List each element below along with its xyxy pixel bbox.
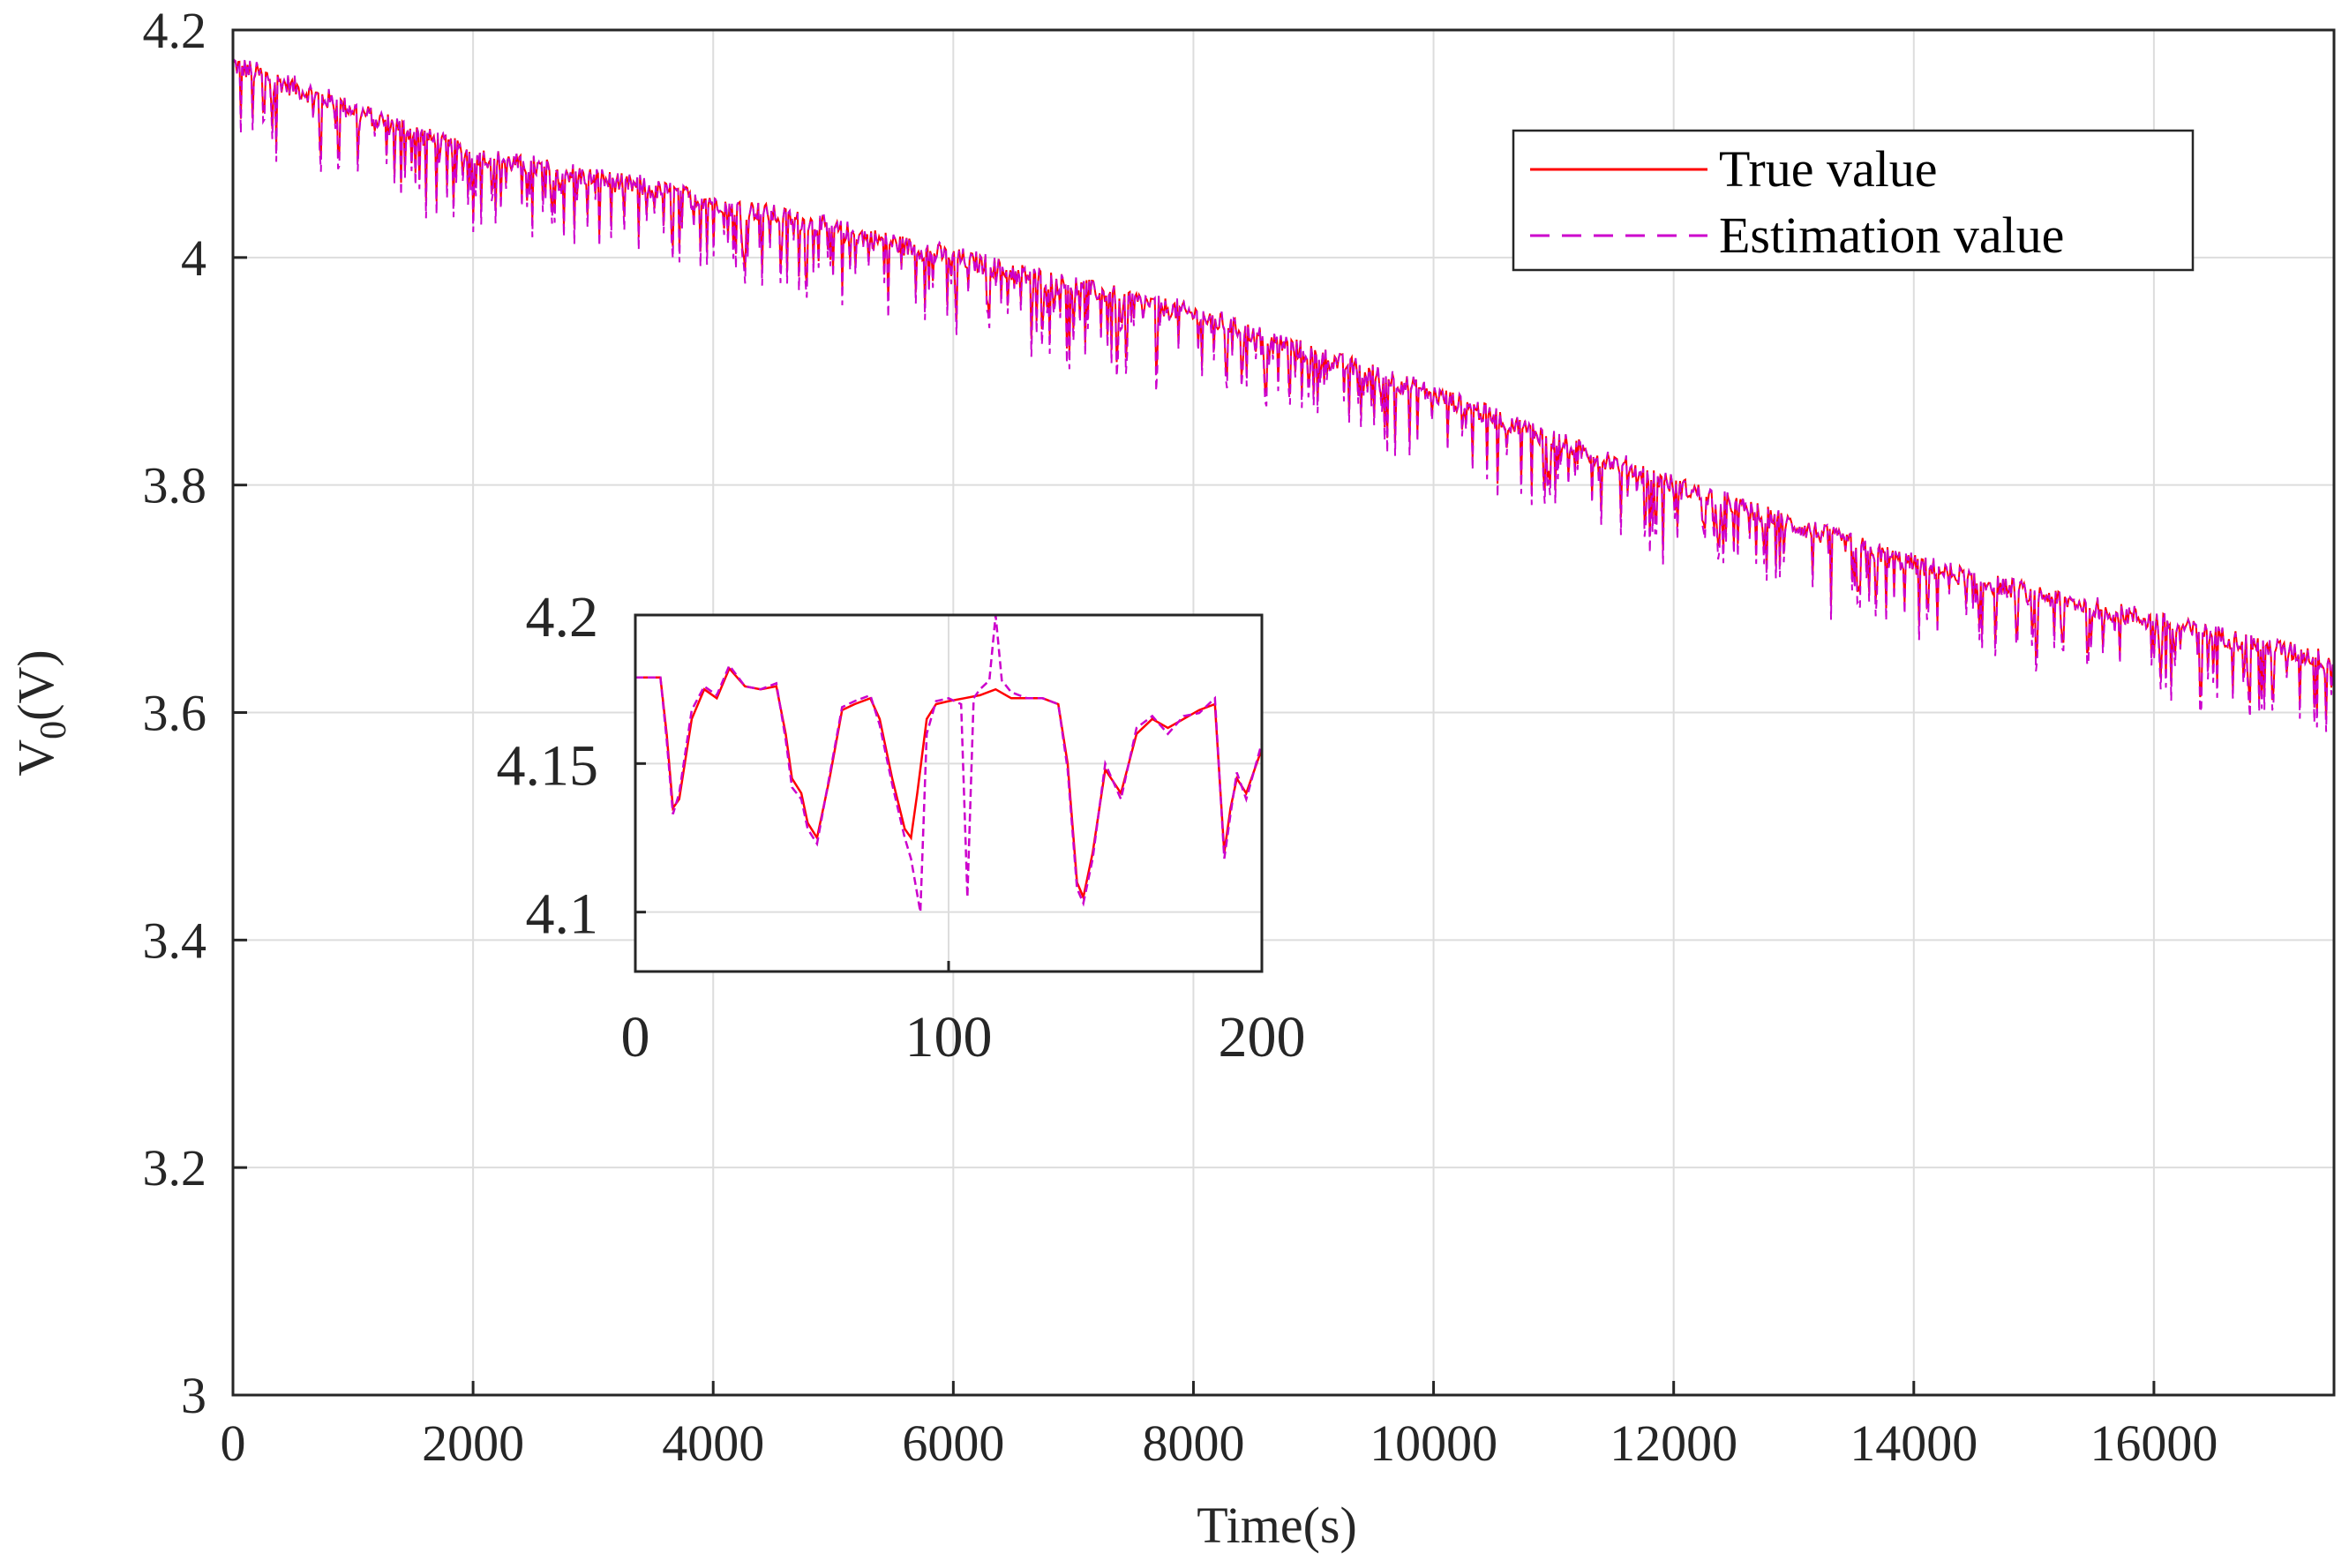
x-tick-label: 14000 [1850,1414,1978,1472]
x-axis-label: Time(s) [1197,1497,1357,1554]
x-tick-label: 12000 [1610,1414,1737,1472]
inset-x-tick-label: 200 [1219,1005,1306,1069]
inset-y-tick-label: 4.15 [497,733,599,798]
inset-chart: 0 100 200 4.1 4.15 4.2 [497,585,1306,1069]
inset-y-tick-label: 4.1 [526,882,599,947]
x-tick-label: 8000 [1142,1414,1244,1472]
y-axis-label-unit: (V) [7,649,64,721]
main-plot-area [232,58,2335,732]
legend-label-true-value: True value [1719,140,1938,198]
y-tick-label: 3 [181,1367,206,1424]
x-tick-label: 0 [221,1414,246,1472]
x-tick-label: 4000 [662,1414,764,1472]
x-tick-label: 2000 [422,1414,524,1472]
y-tick-label: 3.8 [143,457,207,514]
main-ticks: 0 2000 4000 6000 8000 10000 12000 14000 1600033.… [143,2,2218,1472]
inset-ticks: 0 100 200 4.1 4.15 4.2 [497,585,1306,1069]
x-tick-label: 6000 [902,1414,1004,1472]
y-axis-label-main: V [7,739,64,776]
y-axis-label-subscript: 0 [34,721,74,739]
series-estimation-value-line [232,58,2335,732]
legend-box [1512,129,2195,272]
y-tick-label: 3.4 [143,912,207,969]
inset-y-tick-label: 4.2 [526,585,599,649]
y-tick-label: 4.2 [143,2,207,59]
inset-x-tick-label: 100 [905,1005,993,1069]
legend-label-estimation-value: Estimation value [1719,206,2064,264]
inset-x-tick-label: 0 [621,1005,650,1069]
y-tick-label: 3.6 [143,685,207,742]
inset-series-estimation-value-line [635,614,1264,912]
inset-plot-area [635,614,1264,912]
y-tick-label: 4 [181,229,206,287]
legend: True value Estimation value [1512,129,2195,272]
x-tick-label: 10000 [1370,1414,1497,1472]
y-tick-label: 3.2 [143,1139,207,1197]
x-tick-label: 16000 [2090,1414,2218,1472]
y-axis-label: V0(V) [7,649,74,776]
